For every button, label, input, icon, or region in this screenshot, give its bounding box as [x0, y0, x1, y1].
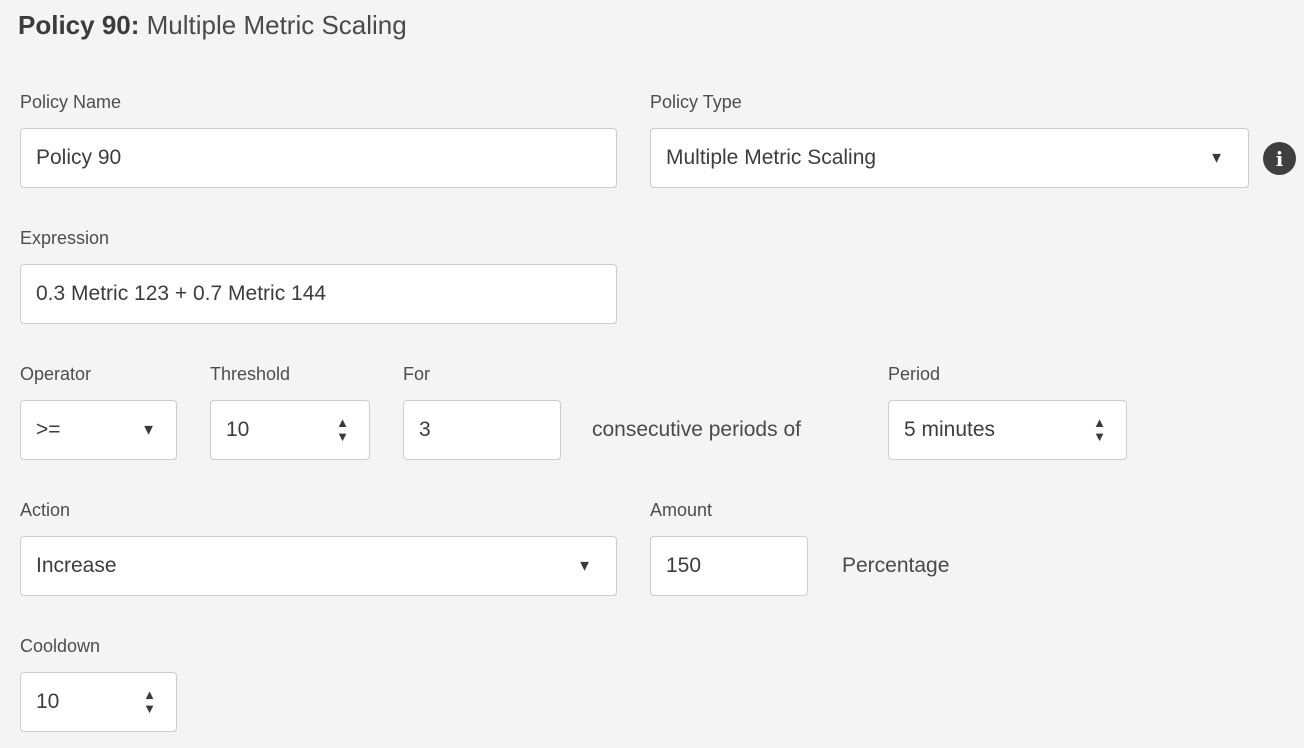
- chevron-down-icon: ▼: [141, 421, 156, 439]
- period-stepper[interactable]: 5 minutes ▲ ▼: [888, 400, 1127, 460]
- policy-type-select[interactable]: Multiple Metric Scaling ▼: [650, 128, 1249, 188]
- cooldown-group: Cooldown 10 ▲ ▼: [20, 634, 177, 732]
- expression-input[interactable]: [20, 264, 617, 324]
- period-value: 5 minutes: [904, 418, 996, 441]
- for-group: For: [403, 362, 561, 460]
- threshold-stepper[interactable]: 10 ▲ ▼: [210, 400, 370, 460]
- stepper-arrows: ▲ ▼: [143, 687, 156, 716]
- cooldown-stepper[interactable]: 10 ▲ ▼: [20, 672, 177, 732]
- cooldown-label: Cooldown: [20, 636, 101, 656]
- period-label: Period: [888, 364, 941, 384]
- page-title: Policy 90: Multiple Metric Scaling: [18, 10, 407, 41]
- stepper-down-icon[interactable]: ▼: [1093, 429, 1106, 444]
- stepper-arrows: ▲ ▼: [336, 415, 349, 444]
- threshold-value: 10: [226, 418, 250, 441]
- stepper-up-icon[interactable]: ▲: [143, 687, 156, 702]
- operator-group: Operator >= ▼: [20, 362, 177, 460]
- consecutive-periods-text: consecutive periods of: [592, 418, 801, 441]
- for-input[interactable]: [403, 400, 561, 460]
- period-group: Period 5 minutes ▲ ▼: [888, 362, 1127, 460]
- policy-name-input[interactable]: [20, 128, 617, 188]
- action-group: Action Increase ▼: [20, 498, 617, 596]
- info-icon[interactable]: i: [1263, 142, 1296, 175]
- stepper-down-icon[interactable]: ▼: [143, 701, 156, 716]
- policy-type-value: Multiple Metric Scaling: [666, 146, 877, 169]
- policy-type-label: Policy Type: [650, 92, 742, 112]
- amount-group: Amount: [650, 498, 808, 596]
- policy-name-group: Policy Name: [20, 90, 617, 188]
- stepper-up-icon[interactable]: ▲: [336, 415, 349, 430]
- amount-label: Amount: [650, 500, 713, 520]
- policy-name-label: Policy Name: [20, 92, 122, 112]
- stepper-down-icon[interactable]: ▼: [336, 429, 349, 444]
- stepper-up-icon[interactable]: ▲: [1093, 415, 1106, 430]
- threshold-group: Threshold 10 ▲ ▼: [210, 362, 370, 460]
- for-label: For: [403, 364, 430, 384]
- operator-value: >=: [36, 418, 61, 441]
- expression-label: Expression: [20, 228, 110, 248]
- policy-type-group: Policy Type Multiple Metric Scaling ▼: [650, 90, 1249, 188]
- operator-label: Operator: [20, 364, 92, 384]
- amount-input[interactable]: [650, 536, 808, 596]
- operator-select[interactable]: >= ▼: [20, 400, 177, 460]
- stepper-arrows: ▲ ▼: [1093, 415, 1106, 444]
- threshold-label: Threshold: [210, 364, 291, 384]
- action-label: Action: [20, 500, 71, 520]
- action-select[interactable]: Increase ▼: [20, 536, 617, 596]
- policy-title-type: Multiple Metric Scaling: [146, 10, 407, 40]
- info-icon-glyph: i: [1275, 146, 1284, 171]
- amount-unit-text: Percentage: [842, 554, 950, 577]
- cooldown-value: 10: [36, 690, 60, 713]
- chevron-down-icon: ▼: [577, 557, 592, 575]
- policy-title-prefix: Policy 90:: [18, 10, 140, 40]
- chevron-down-icon: ▼: [1209, 149, 1224, 167]
- action-value: Increase: [36, 554, 117, 577]
- expression-group: Expression: [20, 226, 617, 324]
